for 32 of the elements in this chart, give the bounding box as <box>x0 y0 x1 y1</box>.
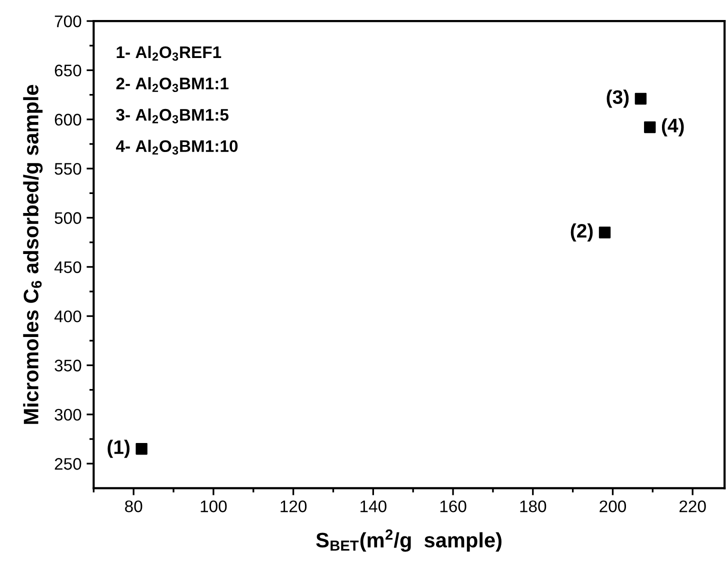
y-tick-label: 600 <box>54 114 82 126</box>
y-tick-label: 500 <box>54 212 82 224</box>
x-tick-label: 120 <box>280 500 307 512</box>
y-axis-title: Micromoles C$_{6}$ adsorbed/g sample <box>23 84 43 424</box>
point <box>644 121 656 134</box>
y-tick-label: 300 <box>54 408 82 421</box>
y-tick-label: 650 <box>54 64 82 76</box>
y-tick-label: 400 <box>54 310 82 322</box>
x-tick-label: 140 <box>360 500 386 512</box>
point <box>598 226 611 238</box>
y-tick-label: 250 <box>54 458 82 470</box>
annotation: 1- Al$_{2}$O$_{3}$REF1 <box>116 46 222 61</box>
annotation: (3) <box>606 90 629 108</box>
y-tick-label: 550 <box>54 162 82 175</box>
y-tick-label: 450 <box>54 261 82 274</box>
y-tick-label: 350 <box>54 360 82 372</box>
annotation: 4- Al$_{2}$O$_{3}$BM1:10 <box>116 140 238 155</box>
annotation: (2) <box>570 223 593 242</box>
x-tick-label: 220 <box>680 500 706 512</box>
x-tick-label: 80 <box>125 500 142 512</box>
annotation: 3- Al$_{2}$O$_{3}$BM1:5 <box>116 108 229 124</box>
annotation: (4) <box>662 118 684 136</box>
y-tick-label: 700 <box>54 15 82 28</box>
annotation: 2- Al$_{2}$O$_{3}$BM1:1 <box>116 77 229 92</box>
x-tick-label: 180 <box>520 500 546 512</box>
annotation: (1) <box>108 440 130 458</box>
x-tick-label: 100 <box>200 500 227 512</box>
x-tick-label: 160 <box>440 500 466 512</box>
point <box>634 92 647 105</box>
x-axis-title: S$_{BET}$(m$^{2}$/g sample) <box>316 529 502 552</box>
point <box>136 443 148 455</box>
x-tick-label: 200 <box>600 500 626 512</box>
